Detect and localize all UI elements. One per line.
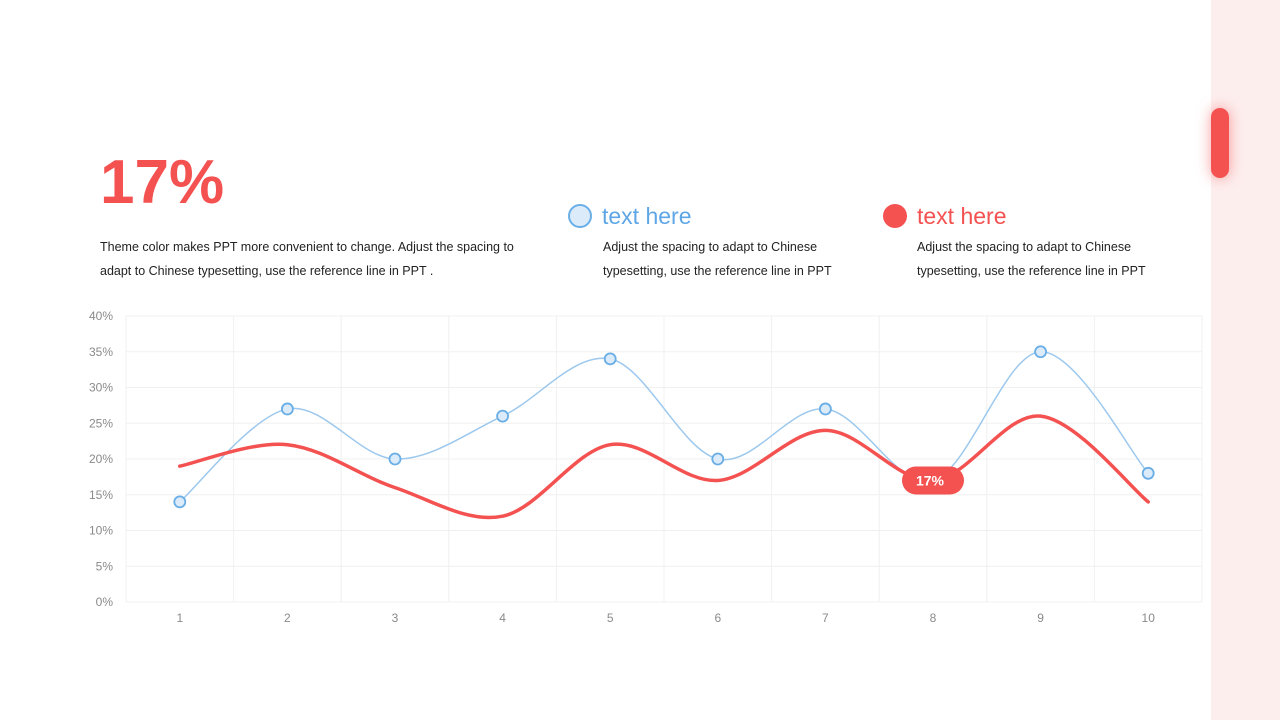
headline-description: Theme color makes PPT more convenient to… [100,240,514,278]
series-line-blue [179,350,1149,503]
data-point [603,352,617,366]
y-tick-label: 25% [89,416,113,430]
headline-value: 17% [100,148,225,217]
data-point [388,452,402,466]
legend-description: Adjust the spacing to adapt to Chinese t… [917,240,1146,278]
legend-circle-icon [568,204,592,228]
y-tick-label: 20% [89,452,113,466]
y-tick-label: 0% [96,595,114,609]
x-tick-label: 4 [499,611,506,625]
data-point [280,402,294,416]
x-tick-label: 8 [930,611,937,625]
data-point [1034,345,1047,359]
y-tick-label: 15% [89,488,113,502]
legend-item-red: text here [883,202,1007,230]
x-tick-label: 9 [1037,611,1044,625]
data-point [173,495,187,509]
slide-scroll-handle[interactable] [1211,108,1229,178]
x-tick-label: 10 [1142,611,1156,625]
y-tick-label: 5% [96,559,114,573]
callout-badge [902,466,964,495]
x-tick-label: 5 [607,611,614,625]
x-tick-label: 7 [822,611,829,625]
data-point [1141,466,1155,480]
legend-item-blue: text here [568,202,692,230]
callout-label: 17% [916,472,945,488]
legend-description: Adjust the spacing to adapt to Chinese t… [603,240,832,278]
legend-label: text here [602,203,692,229]
legend-dot-icon [883,204,907,228]
x-tick-label: 2 [284,611,291,625]
y-tick-label: 10% [89,524,113,538]
data-point [819,402,832,416]
data-point [711,452,725,466]
x-tick-label: 3 [392,611,399,625]
y-tick-label: 30% [89,381,113,395]
legend-label: text here [917,203,1007,229]
y-tick-label: 40% [89,309,113,323]
x-tick-label: 1 [176,611,183,625]
data-point [496,409,510,423]
y-tick-label: 35% [89,345,113,359]
series-line-red [178,414,1150,520]
x-tick-label: 6 [714,611,721,625]
